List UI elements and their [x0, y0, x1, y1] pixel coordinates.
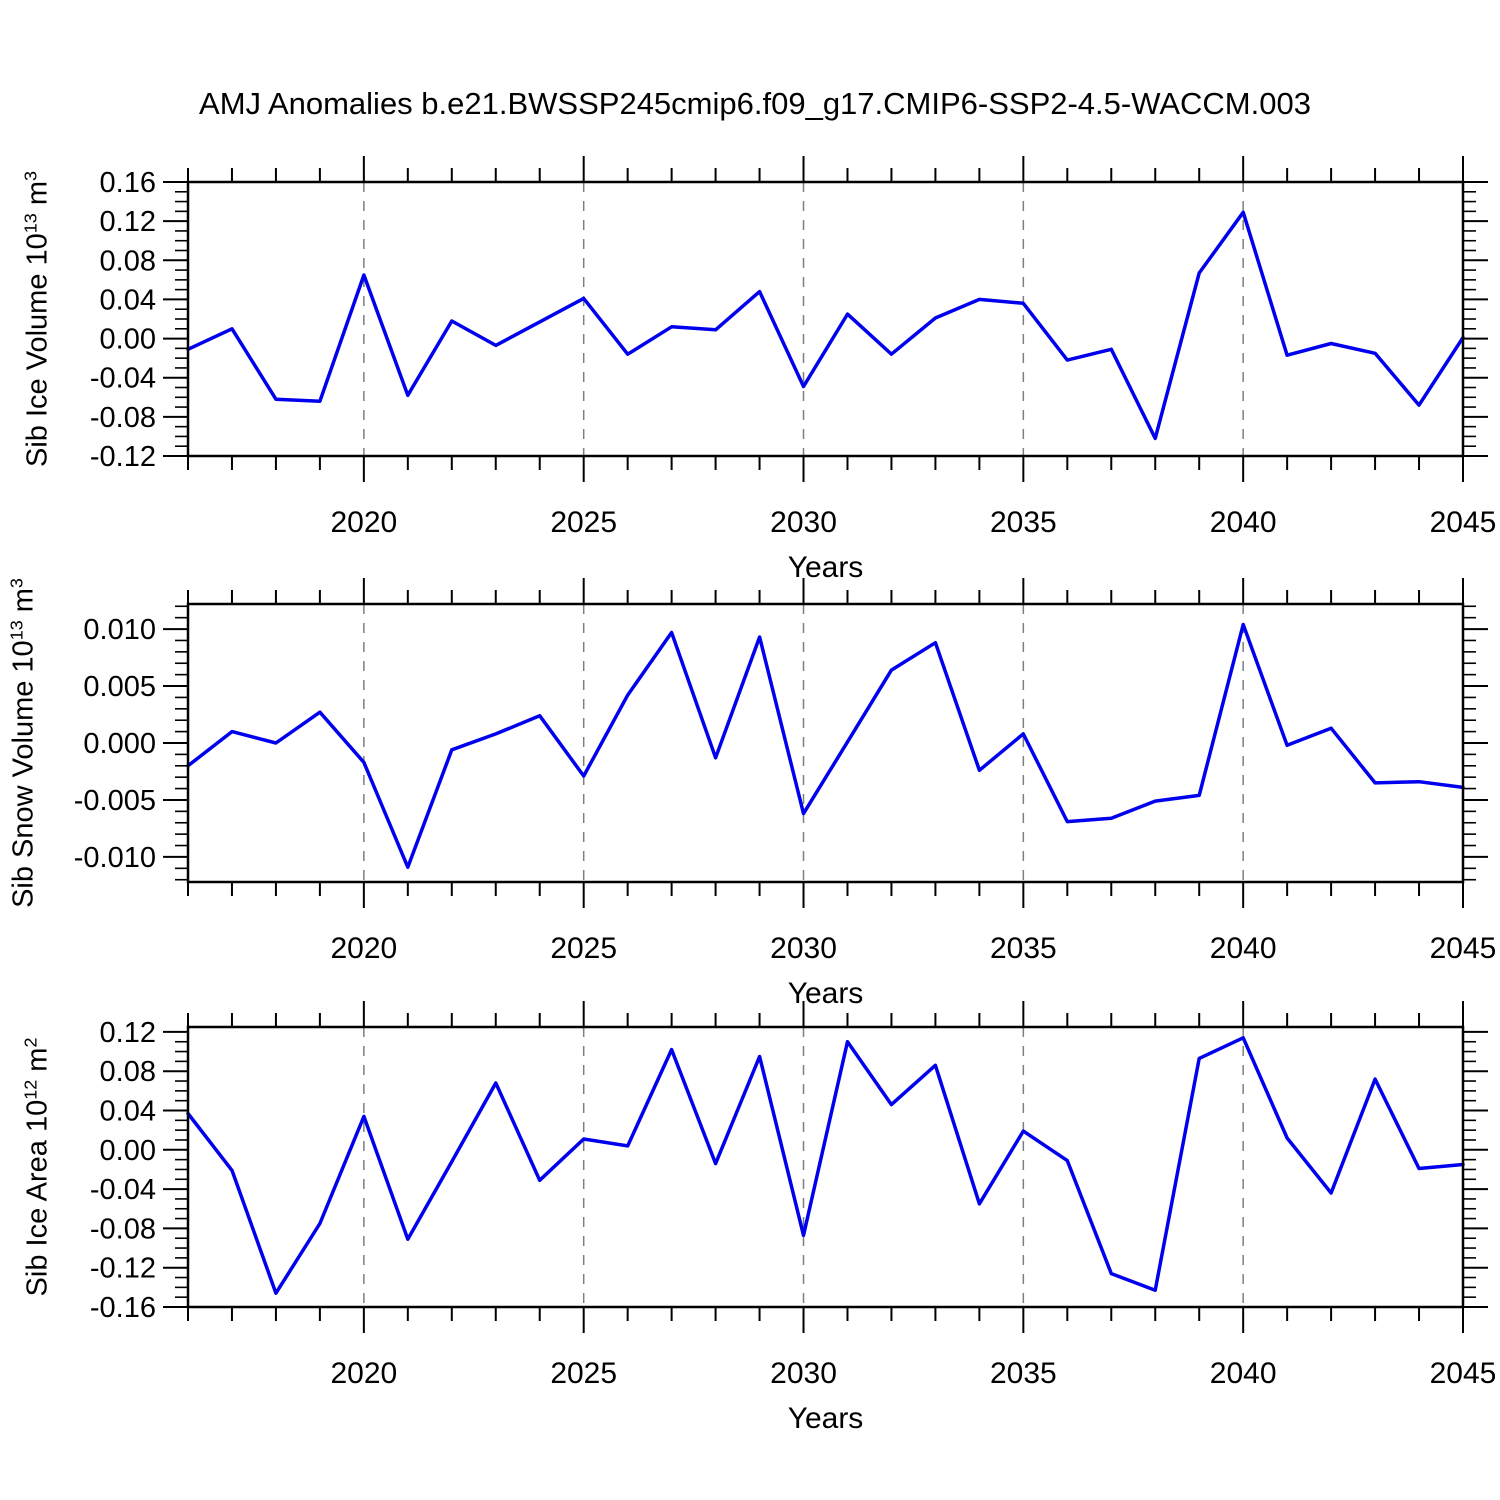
x-tick-label: 2030 [770, 932, 837, 965]
x-tick-label: 2020 [330, 1357, 397, 1390]
y-tick-label: -0.08 [90, 1213, 156, 1245]
axis-box [186, 1025, 1465, 1309]
y-tick-label: 0.010 [83, 614, 156, 646]
x-tick-label: 2040 [1210, 932, 1277, 965]
y-tick-label: 0.04 [100, 284, 156, 316]
x-tick-label: 2035 [990, 932, 1057, 965]
x-axis-title: Years [788, 1402, 864, 1435]
y-tick-label: 0.12 [100, 206, 156, 238]
y-tick-label: 0.04 [100, 1096, 156, 1128]
x-tick-label: 2040 [1210, 506, 1277, 539]
x-axis-title: Years [788, 977, 864, 1010]
axis-box [186, 602, 1465, 884]
y-tick-label: 0.005 [83, 671, 156, 703]
x-tick-label: 2035 [990, 1357, 1057, 1390]
x-tick-label: 2020 [330, 932, 397, 965]
page-title: AMJ Anomalies b.e21.BWSSP245cmip6.f09_g1… [199, 86, 1311, 121]
y-tick-label: 0.08 [100, 1056, 156, 1088]
x-tick-label: 2045 [1430, 932, 1497, 965]
x-tick-label: 2025 [550, 506, 617, 539]
y-tick-label: -0.12 [90, 441, 156, 473]
y-tick-label: 0.000 [83, 728, 156, 760]
y-tick-label: -0.010 [74, 842, 156, 874]
data-line [186, 210, 1465, 441]
x-tick-label: 2045 [1430, 1357, 1497, 1390]
x-tick-label: 2025 [550, 1357, 617, 1390]
y-tick-label: -0.04 [90, 1174, 156, 1206]
y-tick-label: 0.16 [100, 167, 156, 199]
data-line [186, 1036, 1465, 1295]
y-tick-label: -0.04 [90, 363, 156, 395]
x-tick-label: 2025 [550, 932, 617, 965]
x-tick-label: 2045 [1430, 506, 1497, 539]
x-tick-label: 2020 [330, 506, 397, 539]
y-tick-label: -0.08 [90, 402, 156, 434]
y-tick-label: -0.12 [90, 1253, 156, 1285]
y-tick-label: 0.08 [100, 245, 156, 277]
x-tick-label: 2030 [770, 506, 837, 539]
y-tick-label: 0.12 [100, 1017, 156, 1049]
x-tick-label: 2030 [770, 1357, 837, 1390]
y-tick-label: -0.005 [74, 785, 156, 817]
x-tick-label: 2040 [1210, 1357, 1277, 1390]
data-line [186, 622, 1465, 869]
y-tick-label: -0.16 [90, 1292, 156, 1324]
y-tick-label: 0.00 [100, 1135, 156, 1167]
y-tick-label: 0.00 [100, 324, 156, 356]
x-axis-title: Years [788, 551, 864, 584]
x-tick-label: 2035 [990, 506, 1057, 539]
